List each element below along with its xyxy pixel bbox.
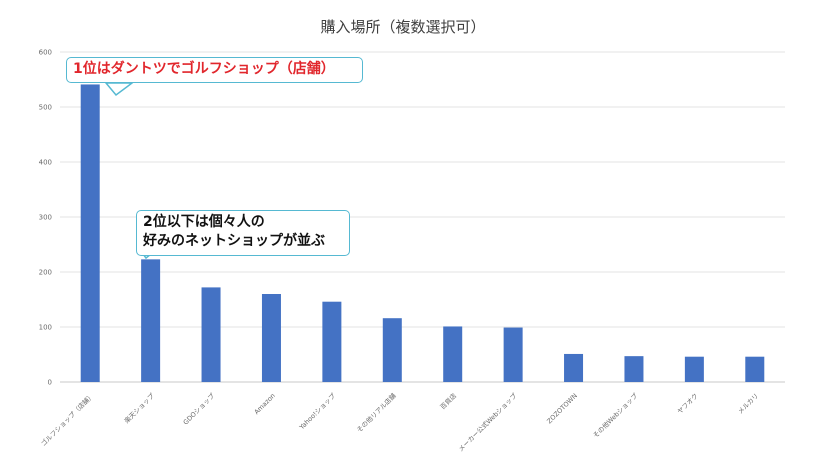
x-axis-ticks: ゴルフショップ（店舗） 楽天ショップ GDOショップ Amazon Yahoo!ショップ… [39, 391, 761, 454]
x-tick-label: Amazon [253, 392, 277, 416]
x-tick-label: ZOZOTOWN [545, 392, 579, 426]
x-tick-label: その他リアル店舗 [355, 391, 398, 434]
bar [624, 356, 644, 382]
y-tick-label: 200 [39, 269, 52, 277]
x-tick-label: GDOショップ [182, 391, 217, 426]
bar [564, 353, 584, 382]
annotation-text-top: 1位はダントツでゴルフショップ（店舗） [73, 61, 335, 77]
y-tick-label: 600 [39, 49, 52, 57]
annotation-callout-top: 1位はダントツでゴルフショップ（店舗） [66, 57, 363, 83]
gridlines [60, 51, 785, 383]
annotation-line-2: 好みのネットショップが並ぶ [143, 233, 325, 249]
x-tick-label: 百貨店 [438, 391, 459, 412]
bar [80, 84, 100, 382]
y-tick-label: 100 [39, 324, 52, 332]
annotation-callout-middle: 2位以下は個々人の 好みのネットショップが並ぶ [136, 210, 350, 256]
x-tick-label: ゴルフショップ（店舗） [39, 391, 96, 448]
x-tick-label: Yahoo!ショップ [297, 391, 337, 431]
bar [141, 259, 161, 382]
bar [503, 327, 523, 382]
bar [261, 294, 281, 382]
callout-1-tail [104, 82, 135, 97]
x-tick-label: その他Webショップ [591, 391, 640, 440]
bar [322, 301, 342, 382]
bar [745, 356, 765, 382]
annotation-line-1: 2位以下は個々人の [143, 214, 265, 230]
x-tick-label: 楽天ショップ [122, 391, 156, 425]
y-tick-label: 300 [39, 214, 52, 222]
bar [684, 356, 704, 382]
bar [382, 318, 402, 382]
bar [201, 287, 221, 382]
y-tick-label: 0 [48, 379, 52, 387]
y-tick-label: 400 [39, 159, 52, 167]
y-tick-label: 500 [39, 104, 52, 112]
bars [80, 84, 765, 382]
x-tick-label: メーカー公式Webショップ [456, 391, 519, 454]
bar [443, 326, 463, 382]
y-axis-ticks: 0 100 200 300 400 500 600 [39, 49, 52, 387]
x-tick-label: メルカリ [736, 392, 760, 416]
x-tick-label: ヤフオク [676, 392, 700, 416]
chart-title: 購入場所（複数選択可） [320, 18, 485, 36]
